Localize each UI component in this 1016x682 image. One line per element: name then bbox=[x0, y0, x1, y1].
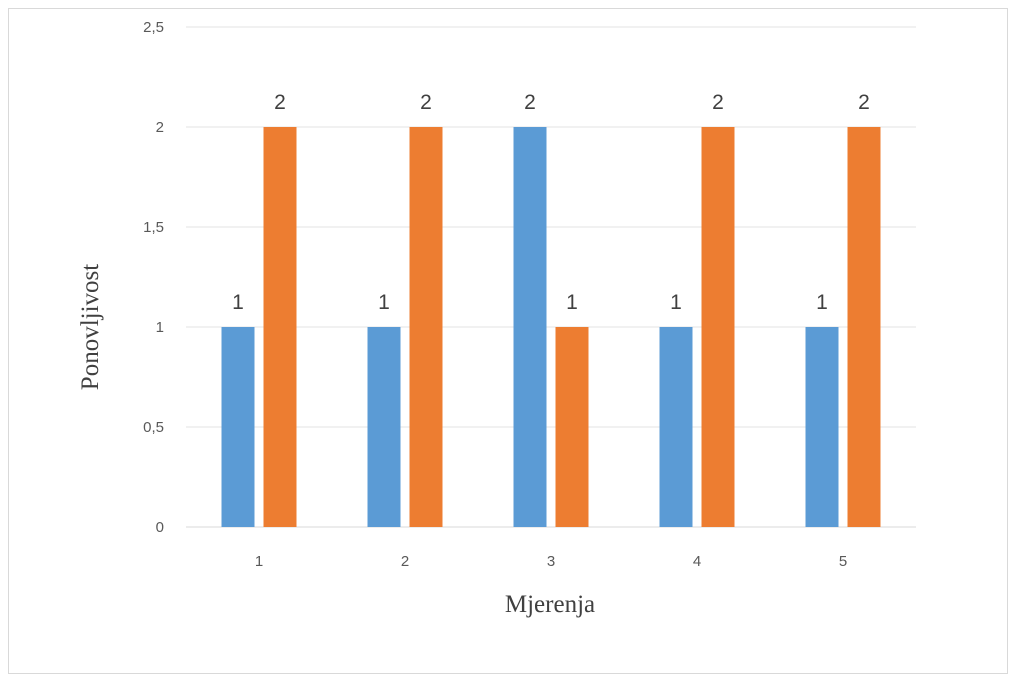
y-tick-label: 1 bbox=[156, 319, 164, 336]
data-label: 2 bbox=[858, 91, 870, 114]
bar bbox=[847, 127, 881, 527]
data-label: 1 bbox=[816, 291, 828, 314]
bar bbox=[805, 327, 839, 527]
bar bbox=[263, 127, 297, 527]
gridlines bbox=[186, 26, 916, 428]
x-tick-label: 3 bbox=[547, 553, 555, 570]
y-tick-label: 0 bbox=[156, 519, 164, 536]
x-tick-label: 4 bbox=[693, 553, 701, 570]
x-tick-label: 2 bbox=[401, 553, 409, 570]
x-tick-label: 1 bbox=[255, 553, 263, 570]
y-tick-label: 1,5 bbox=[143, 219, 164, 236]
bar bbox=[367, 327, 401, 527]
data-label: 2 bbox=[524, 91, 536, 114]
data-label: 2 bbox=[420, 91, 432, 114]
bar bbox=[555, 327, 589, 527]
bar bbox=[701, 127, 735, 527]
y-tick-label: 2,5 bbox=[143, 19, 164, 36]
data-label: 1 bbox=[378, 291, 390, 314]
bar bbox=[659, 327, 693, 527]
bar bbox=[221, 327, 255, 527]
bar bbox=[513, 127, 547, 527]
y-tick-label: 2 bbox=[156, 119, 164, 136]
data-label: 1 bbox=[566, 291, 578, 314]
y-axis-title: Ponovljivost bbox=[77, 264, 104, 390]
x-axis-title: Mjerenja bbox=[505, 591, 595, 618]
data-label: 2 bbox=[274, 91, 286, 114]
y-tick-label: 0,5 bbox=[143, 419, 164, 436]
bar bbox=[409, 127, 443, 527]
x-tick-label: 5 bbox=[839, 553, 847, 570]
axes: 0 0,5 1 1,5 2 2,5 1 2 3 4 5 bbox=[143, 19, 916, 570]
data-label: 1 bbox=[232, 291, 244, 314]
data-label: 2 bbox=[712, 91, 724, 114]
bars bbox=[221, 127, 881, 527]
data-label: 1 bbox=[670, 291, 682, 314]
data-labels: 1 2 1 2 2 1 1 2 1 2 bbox=[232, 91, 870, 314]
chart-area bbox=[8, 8, 1008, 674]
